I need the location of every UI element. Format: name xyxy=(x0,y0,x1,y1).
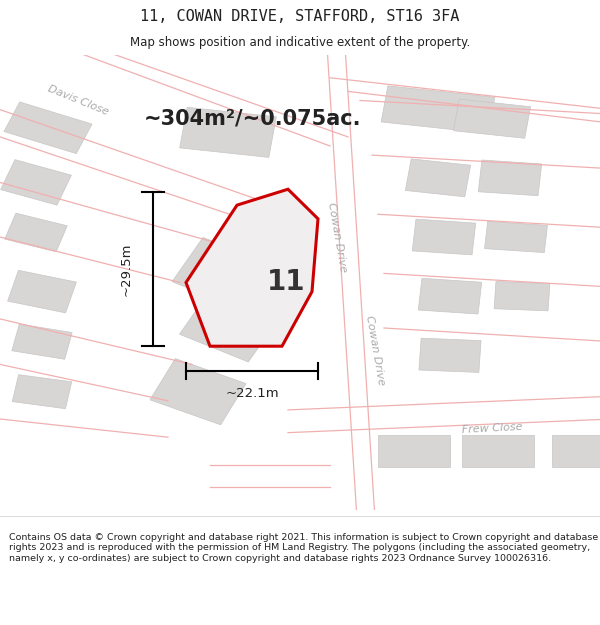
Bar xyxy=(12,324,72,359)
Bar xyxy=(406,159,470,197)
Bar xyxy=(5,213,67,252)
Text: 11: 11 xyxy=(266,268,305,296)
Text: Map shows position and indicative extent of the property.: Map shows position and indicative extent… xyxy=(130,36,470,49)
Bar xyxy=(179,294,277,362)
Text: Cowan Drive: Cowan Drive xyxy=(326,201,348,272)
Text: Contains OS data © Crown copyright and database right 2021. This information is : Contains OS data © Crown copyright and d… xyxy=(9,533,598,562)
Bar xyxy=(454,99,530,138)
Bar xyxy=(552,435,600,467)
Bar xyxy=(412,219,476,255)
Bar xyxy=(8,271,76,313)
Bar xyxy=(1,159,71,205)
Bar xyxy=(150,359,246,425)
Text: Davis Close: Davis Close xyxy=(46,84,110,118)
Bar xyxy=(419,338,481,372)
Polygon shape xyxy=(186,189,318,346)
Text: ~29.5m: ~29.5m xyxy=(119,242,133,296)
Bar xyxy=(478,160,542,196)
Text: Frew Close: Frew Close xyxy=(461,421,523,434)
Text: Cowan Drive: Cowan Drive xyxy=(364,315,386,386)
Text: 11, COWAN DRIVE, STAFFORD, ST16 3FA: 11, COWAN DRIVE, STAFFORD, ST16 3FA xyxy=(140,9,460,24)
Bar xyxy=(12,375,72,409)
Bar xyxy=(378,435,450,467)
Bar xyxy=(381,86,495,133)
Bar xyxy=(485,221,547,253)
Bar xyxy=(179,107,277,158)
Bar xyxy=(462,435,534,467)
Bar xyxy=(172,238,272,309)
Bar xyxy=(4,102,92,154)
Text: ~304m²/~0.075ac.: ~304m²/~0.075ac. xyxy=(143,109,361,129)
Text: ~22.1m: ~22.1m xyxy=(225,388,279,401)
Bar xyxy=(494,281,550,311)
Bar xyxy=(418,278,482,314)
